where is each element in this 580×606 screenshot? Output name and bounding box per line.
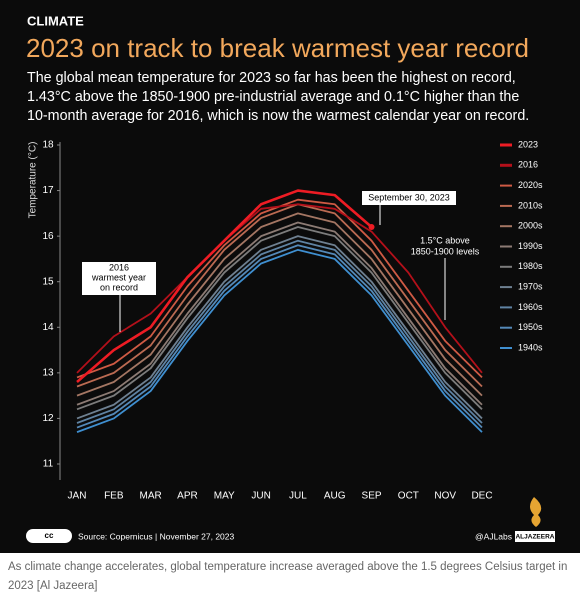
series-line	[76, 235, 483, 420]
x-tick-label: OCT	[398, 491, 419, 502]
logo-box	[515, 531, 555, 542]
license: cc	[45, 531, 54, 540]
y-tick-label: 12	[42, 413, 54, 424]
source: Source: Copernicus | November 27, 2023	[78, 531, 235, 541]
legend-label: 2016	[518, 160, 538, 170]
x-tick-label: AUG	[324, 491, 346, 502]
subtitle: 10-month average for 2016, which is now …	[27, 108, 529, 124]
y-axis-label: Temperature (°C)	[28, 142, 39, 219]
chart-panel: CLIMATE 2023 on track to break warmest y…	[0, 0, 580, 553]
y-tick-label: 17	[42, 185, 54, 196]
x-tick-label: JAN	[68, 491, 87, 502]
y-tick-label: 11	[43, 459, 54, 470]
legend-label: 1980s	[518, 261, 543, 271]
x-tick-label: DEC	[471, 491, 492, 502]
annotation: September 30, 2023	[368, 192, 450, 202]
y-tick-label: 18	[42, 140, 54, 151]
plot: 11 12 13 14 15 16 17 18 JAN FEB MAR APR MAY JUN JUL AUG…	[42, 140, 492, 502]
annotation: 2016	[109, 262, 129, 272]
annotation: 1.5°C above	[420, 235, 470, 245]
series-line	[76, 203, 483, 388]
kicker: CLIMATE	[27, 13, 84, 28]
y-tick-label: 15	[42, 276, 54, 287]
end-point	[368, 224, 375, 231]
series-line	[76, 221, 483, 406]
series-line	[76, 244, 483, 429]
y-tick-label: 14	[42, 322, 54, 333]
subtitle: The global mean temperature for 2023 so …	[27, 70, 516, 86]
handle: @AJLabs	[475, 531, 512, 541]
annotation: 1850-1900 levels	[411, 246, 480, 256]
series-line	[76, 239, 483, 424]
legend-label: 1990s	[518, 241, 543, 251]
legend-label: 1960s	[518, 302, 543, 312]
x-tick-label: JUN	[251, 491, 270, 502]
legend-label: 1940s	[518, 342, 543, 352]
series-line	[76, 203, 483, 374]
x-tick-label: FEB	[104, 491, 124, 502]
legend-label: 2010s	[518, 200, 543, 210]
annotation-box	[82, 262, 156, 295]
y-tick-label: 13	[42, 367, 54, 378]
annotation-box	[362, 191, 456, 205]
subtitle: 1.43°C above the 1850-1900 pre-industria…	[27, 89, 519, 105]
legend-label: 2000s	[518, 221, 543, 231]
annotation: on record	[100, 282, 138, 292]
logo-mark	[530, 497, 542, 527]
x-tick-label: MAR	[140, 491, 162, 502]
legend-label: 1970s	[518, 281, 543, 291]
legend-label: 2020s	[518, 180, 543, 190]
series-line	[76, 226, 483, 411]
x-tick-label: JUL	[289, 491, 307, 502]
logo: ALJAZEERA	[515, 534, 554, 541]
y-tick-label: 16	[42, 231, 54, 242]
legend-label: 2023	[518, 139, 538, 149]
title: 2023 on track to break warmest year reco…	[26, 33, 529, 63]
series-line	[76, 248, 483, 433]
x-tick-label: MAY	[214, 491, 235, 502]
caption: As climate change accelerates, global te…	[8, 561, 568, 592]
series-line	[76, 212, 483, 397]
series-line	[76, 189, 373, 383]
annotation: warmest year	[91, 272, 146, 282]
x-tick-label: SEP	[362, 491, 382, 502]
x-tick-label: NOV	[434, 491, 456, 502]
legend-label: 1950s	[518, 322, 543, 332]
license-badge	[26, 529, 72, 543]
x-tick-label: APR	[177, 491, 198, 502]
